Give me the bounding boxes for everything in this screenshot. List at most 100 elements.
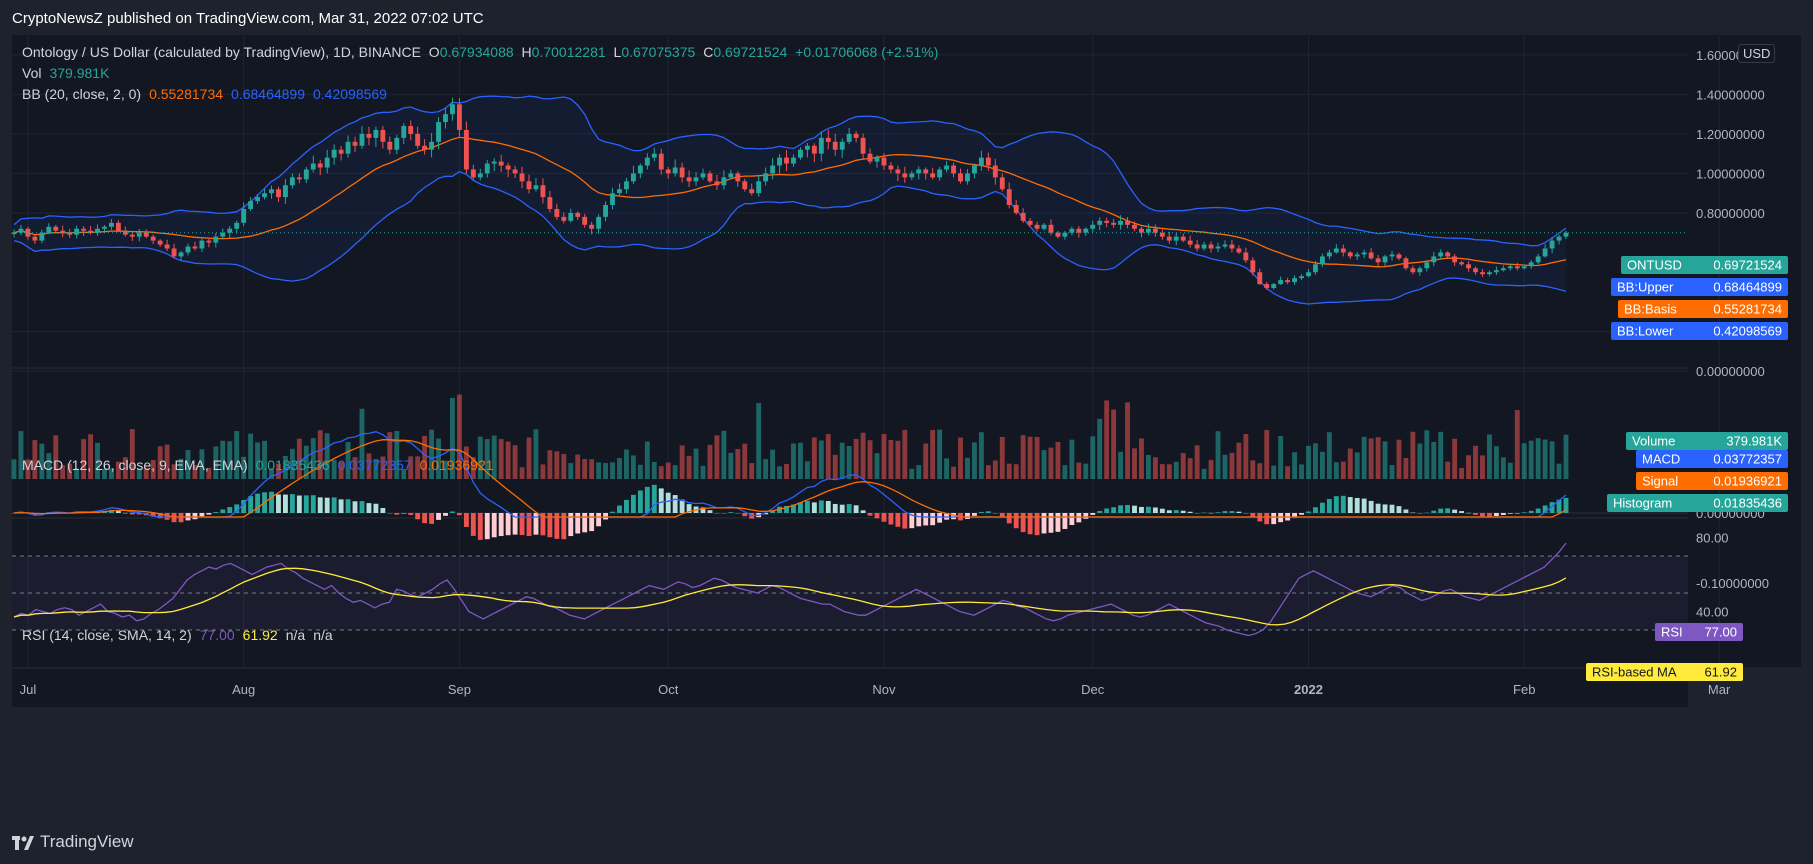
volume-bar <box>1549 441 1555 479</box>
rsi-pane[interactable] <box>12 519 1688 667</box>
volume-bar <box>679 445 685 479</box>
currency-button[interactable]: USD <box>1738 44 1776 63</box>
tradingview-logo[interactable]: TradingView <box>12 832 134 852</box>
candle-body <box>895 169 901 174</box>
candle-body <box>958 173 963 182</box>
candle-body <box>429 141 435 150</box>
volume-bar <box>1125 402 1130 479</box>
candle-body <box>178 252 184 257</box>
volume-bar <box>88 434 93 479</box>
rsi-legend: RSI (14, close, SMA, 14, 2) 77.00 61.92 n/a… <box>22 627 333 643</box>
volume-bar <box>248 433 254 479</box>
volume-bar <box>164 444 170 479</box>
badge-name: BB:Lower <box>1617 324 1674 339</box>
candle-body <box>1452 256 1458 263</box>
macd-pane[interactable] <box>12 369 1688 517</box>
volume-bar <box>178 458 184 479</box>
macd-histogram-bar <box>1431 510 1437 513</box>
macd-histogram-bar <box>1319 502 1325 513</box>
price-pane[interactable] <box>12 35 1688 367</box>
volume-bar <box>199 449 205 479</box>
candle-body <box>1097 220 1103 225</box>
badge-value: 379.981K <box>1726 434 1782 449</box>
volume-bar <box>102 468 107 479</box>
volume-bar <box>296 438 302 479</box>
volume-bar <box>1466 455 1472 479</box>
macd-histogram-bar <box>450 511 455 513</box>
volume-bar <box>185 450 191 479</box>
candle-body <box>1104 220 1110 223</box>
volume-bar <box>115 461 121 479</box>
candle-body <box>136 232 142 237</box>
badge-rsi <box>1655 623 1743 641</box>
volume-bar <box>651 461 657 479</box>
macd-histogram-bar <box>1549 502 1555 513</box>
bb-label: BB (20, close, 2, 0) <box>22 86 142 102</box>
macd-histogram-bar <box>707 510 713 513</box>
candle-body <box>533 185 539 190</box>
macd-histogram-bar <box>909 513 915 529</box>
macd-histogram-bar <box>1563 497 1569 513</box>
macd-histogram-bar <box>436 513 441 520</box>
candle-body <box>1459 262 1465 265</box>
candle-body <box>624 181 629 190</box>
macd-histogram-bar <box>317 497 323 513</box>
candle-body <box>1480 272 1485 275</box>
macd-histogram-bar <box>220 509 226 513</box>
macd-histogram-bar <box>1013 513 1019 529</box>
candle-body <box>1396 254 1402 259</box>
macd-histogram-bar <box>603 513 609 520</box>
candle-body <box>811 145 817 154</box>
candle-body <box>1125 220 1130 225</box>
volume-bar <box>1500 457 1506 479</box>
candle-body <box>387 141 393 150</box>
volume-bar <box>1027 436 1033 479</box>
volume-bar <box>276 463 281 479</box>
macd-histogram-bar <box>373 503 379 513</box>
macd-histogram-bar <box>1166 510 1172 513</box>
volume-bar <box>1514 410 1520 479</box>
macd-histogram-bar <box>136 513 142 515</box>
volume-bar <box>526 437 532 479</box>
price-scale[interactable] <box>1688 35 1801 667</box>
candle-body <box>331 149 337 158</box>
volume-bar <box>756 403 762 479</box>
macd-histogram-bar <box>937 513 943 523</box>
candle-body <box>401 126 407 138</box>
macd-histogram-bar <box>1041 513 1047 534</box>
chart-svg[interactable]: 1.600000001.400000001.200000001.00000000… <box>0 33 1813 819</box>
volume-bar <box>1473 445 1478 479</box>
candle-body <box>143 232 149 237</box>
macd-histogram-bar <box>387 513 393 514</box>
macd-histogram-bar <box>811 502 817 513</box>
macd-histogram-bar <box>1535 508 1541 513</box>
macd-histogram-bar <box>700 507 706 513</box>
time-scale[interactable] <box>12 669 1688 707</box>
macd-histogram-bar <box>1375 503 1381 513</box>
main-legend: Ontology / US Dollar (calculated by Trad… <box>22 44 939 60</box>
volume-bar <box>1445 461 1451 479</box>
macd-histogram-bar <box>1493 513 1499 517</box>
bb-upper-value: 0.68464899 <box>231 86 305 102</box>
candle-body <box>303 169 309 180</box>
macd-histogram-bar <box>1292 513 1298 518</box>
badge-bb-upper <box>1611 278 1788 296</box>
time-tick-label: Dec <box>1081 682 1105 697</box>
volume-bar <box>749 463 755 479</box>
candle-body <box>380 129 386 142</box>
candle-body <box>1333 248 1339 253</box>
volume-bar <box>108 468 114 479</box>
volume-bar <box>136 468 142 479</box>
volume-bar <box>1229 452 1235 479</box>
bb-upper-line <box>13 95 1567 247</box>
candle-body <box>651 153 657 158</box>
volume-bar <box>1285 466 1291 479</box>
candle-body <box>1236 248 1242 253</box>
candle-body <box>39 232 45 241</box>
chart-area[interactable]: 1.60000000 1.40000000 1.20000000 1.00000000… <box>0 33 1813 819</box>
volume-bar <box>1048 447 1054 479</box>
volume-bar <box>1118 451 1124 479</box>
macd-histogram-bar <box>1459 511 1465 513</box>
candle-body <box>1250 260 1256 273</box>
macd-histogram-bar <box>916 513 922 527</box>
